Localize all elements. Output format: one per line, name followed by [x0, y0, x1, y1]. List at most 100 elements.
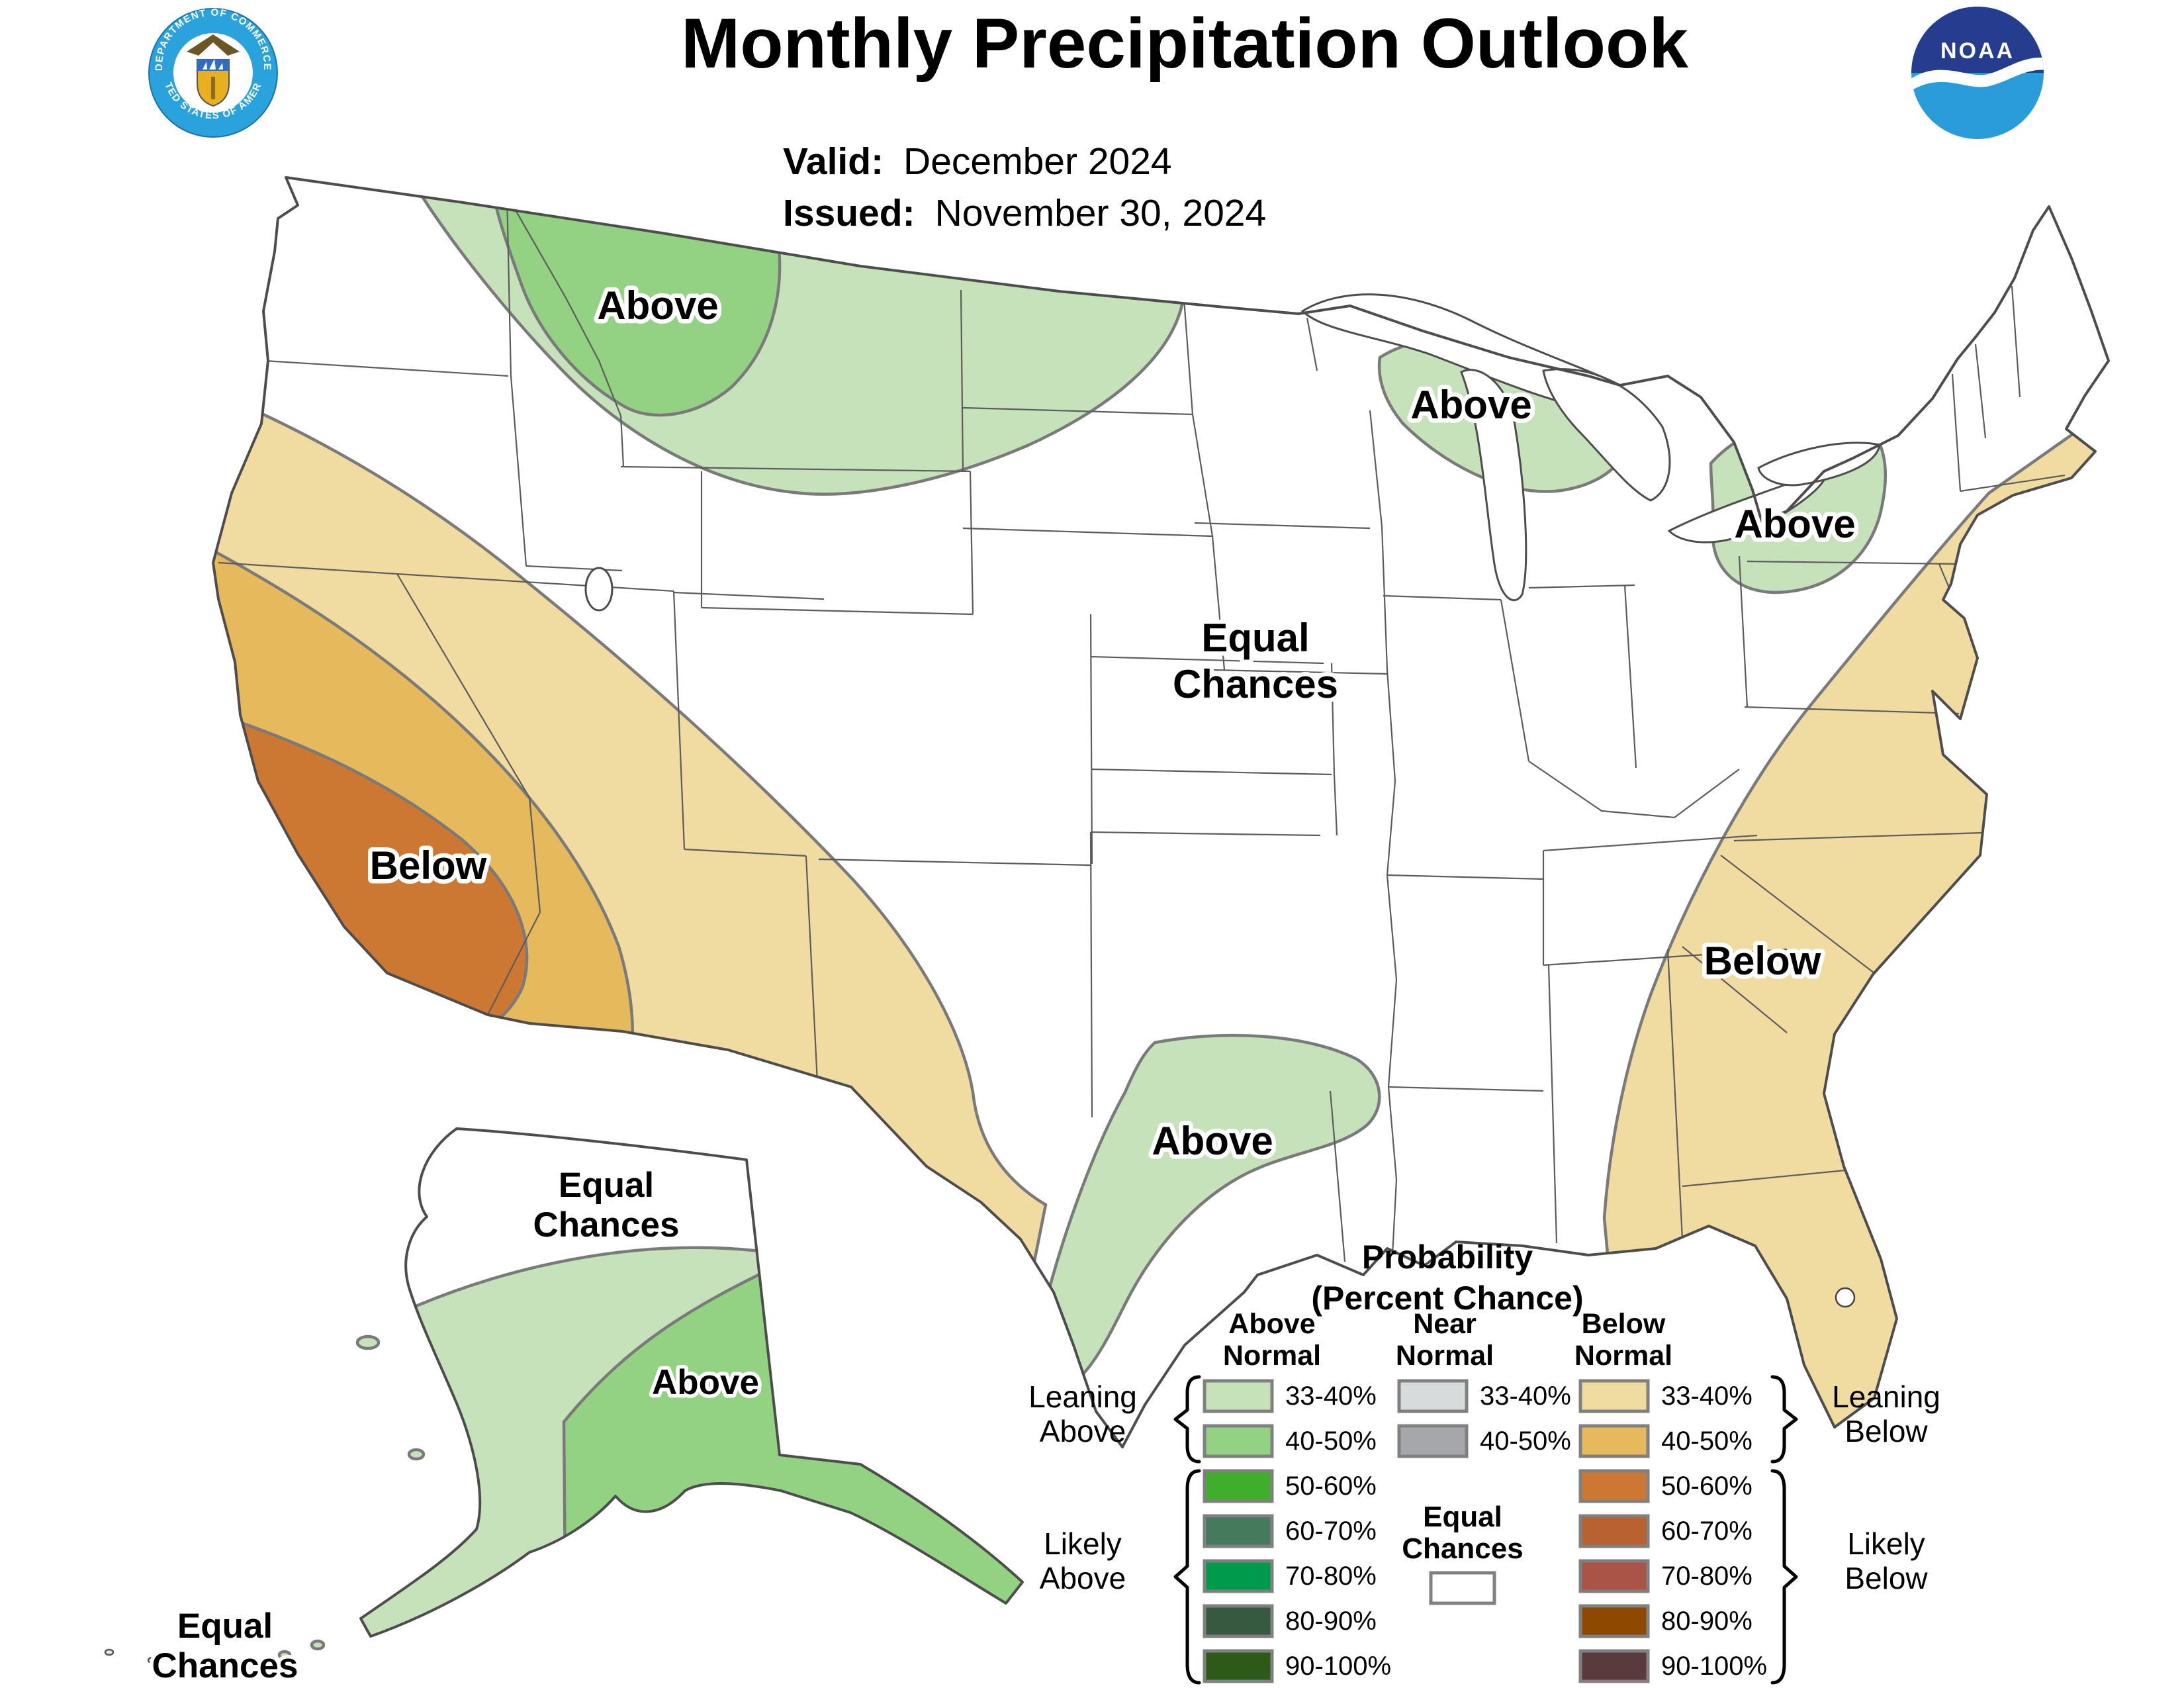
legend-equal-chances-line2: Chances [1402, 1532, 1523, 1565]
aleutian-island-4 [193, 1659, 204, 1667]
swatch-above-50-60 [1203, 1469, 1274, 1503]
aleutian-island-2 [277, 1650, 292, 1660]
legend-likely-below-line1: Likely [1847, 1526, 1925, 1561]
issued-value: November 30, 2024 [935, 192, 1267, 234]
swatch-above-70-80-label: 70-80% [1285, 1562, 1377, 1591]
swatch-near-40-50 [1397, 1424, 1469, 1458]
legend-leaning-above-line2: Above [1040, 1414, 1126, 1448]
label-equal-chances-aleutians-line1: Equal [177, 1607, 273, 1646]
legend-col-near-line2: Normal [1396, 1340, 1494, 1372]
swatch-below-50-60-label: 50-60% [1661, 1472, 1752, 1501]
region-above-northwest-40-50 [491, 190, 782, 417]
swatch-above-70-80 [1203, 1559, 1274, 1593]
lake-okeechobee [1835, 1287, 1856, 1308]
swatch-below-80-90-label: 80-90% [1661, 1607, 1752, 1636]
swatch-near-40-50-label: 40-50% [1480, 1427, 1571, 1456]
great-lakes [1300, 293, 1881, 602]
legend-above-normal-column: 33-40% 40-50% 50-60% 60-70% 70-80% 80-90… [1203, 1379, 1391, 1683]
swatch-below-60-70 [1578, 1514, 1650, 1548]
great-salt-lake [584, 567, 614, 612]
lake-erie [1667, 470, 1827, 543]
brace-likely-above-icon [1173, 1469, 1201, 1685]
doc-seal-lighthouse-icon [211, 77, 215, 99]
swatch-above-80-90-label: 80-90% [1285, 1607, 1377, 1636]
legend-likely-above-line2: Above [1040, 1561, 1126, 1595]
legend-col-near-line1: Near [1413, 1308, 1477, 1340]
swatch-above-90-100-label: 90-100% [1285, 1652, 1391, 1681]
swatch-below-40-50-label: 40-50% [1661, 1427, 1752, 1456]
legend-likely-below-line2: Below [1844, 1561, 1928, 1595]
state-boundaries-east [1194, 285, 2066, 1262]
label-above-new-york: Above [1734, 502, 1855, 546]
swatch-below-33-40-label: 33-40% [1661, 1382, 1752, 1411]
swatch-above-60-70-label: 60-70% [1285, 1517, 1377, 1546]
st-lawrence-island [355, 1335, 381, 1350]
legend-near-normal-column: 33-40% 40-50% Equal Chances [1397, 1379, 1571, 1605]
legend-leaning-above-line1: Leaning [1028, 1380, 1137, 1414]
legend-likely-above-line1: Likely [1044, 1526, 1122, 1561]
region-below-southwest-33-40 [213, 395, 1048, 1274]
aleutian-island-3 [245, 1655, 258, 1665]
legend: Probability (Percent Chance) Above Norma… [1028, 1239, 1940, 1685]
swatch-below-90-100 [1578, 1649, 1650, 1683]
legend-col-below-line2: Normal [1574, 1340, 1672, 1372]
label-equal-chances-aleutians-line2: Chances [152, 1646, 298, 1685]
valid-label: Valid: [783, 140, 884, 183]
state-boundaries-west [218, 193, 1332, 1118]
swatch-above-50-60-label: 50-60% [1285, 1472, 1377, 1501]
noaa-logo-icon: NOAA [1911, 7, 2044, 139]
swatch-below-70-80-label: 70-80% [1661, 1562, 1752, 1591]
label-above-northwest: Above [597, 283, 718, 328]
issued-label: Issued: [783, 192, 915, 234]
label-equal-chances-center-line2: Chances [1173, 662, 1338, 706]
swatch-below-60-70-label: 60-70% [1661, 1517, 1752, 1546]
brace-leaning-above-icon [1173, 1375, 1201, 1464]
department-of-commerce-seal-icon: DEPARTMENT OF COMMERCE UNITED STATES OF … [0, 0, 278, 138]
brace-leaning-below-icon [1770, 1375, 1798, 1464]
label-equal-chances-alaska-line1: Equal [559, 1166, 654, 1205]
aleutian-island-6 [104, 1648, 114, 1656]
valid-value: December 2024 [903, 140, 1172, 183]
noaa-top-dome [1911, 7, 2044, 73]
swatch-near-33-40 [1397, 1379, 1469, 1413]
label-equal-chances-center-line1: Equal [1201, 616, 1309, 660]
label-equal-chances-alaska-line2: Chances [533, 1205, 680, 1244]
swatch-above-40-50 [1203, 1424, 1274, 1458]
lake-ontario [1757, 442, 1881, 487]
swatch-above-80-90 [1203, 1604, 1274, 1638]
swatch-equal-chances [1429, 1571, 1496, 1605]
label-above-alaska: Above [652, 1363, 759, 1402]
aleutian-island-5 [147, 1656, 158, 1664]
legend-below-normal-column: 33-40% 40-50% 50-60% 60-70% 70-80% 80-90… [1578, 1379, 1767, 1683]
label-above-great-lakes: Above [1410, 383, 1531, 427]
aleutian-island-1 [310, 1639, 326, 1651]
region-above-gulf-coast-33-40 [1036, 1033, 1381, 1386]
nunivak-island [407, 1448, 426, 1461]
legend-leaning-below-line1: Leaning [1832, 1380, 1940, 1414]
swatch-below-40-50 [1578, 1424, 1650, 1458]
valid-line: Valid: December 2024 [783, 140, 1172, 183]
swatch-below-90-100-label: 90-100% [1661, 1652, 1767, 1681]
legend-title-line2: (Percent Chance) [1311, 1280, 1583, 1317]
swatch-below-33-40 [1578, 1379, 1650, 1413]
doc-seal-eagle-icon [187, 34, 240, 56]
legend-title-line1: Probability [1362, 1239, 1533, 1276]
lake-michigan [1460, 369, 1527, 602]
swatch-above-33-40-label: 33-40% [1285, 1382, 1377, 1411]
swatch-above-33-40 [1203, 1379, 1274, 1413]
swatch-below-70-80 [1578, 1559, 1650, 1593]
swatch-below-80-90 [1578, 1604, 1650, 1638]
label-below-southeast: Below [1704, 939, 1821, 983]
legend-col-below-line1: Below [1582, 1308, 1666, 1340]
page-title: Monthly Precipitation Outlook [681, 3, 1688, 83]
doc-seal-ship-icon [203, 59, 223, 70]
issued-line: Issued: November 30, 2024 [783, 192, 1266, 234]
label-above-gulf-coast: Above [1152, 1119, 1273, 1163]
legend-col-above-line1: Above [1228, 1308, 1315, 1340]
legend-col-above-line2: Normal [1223, 1340, 1321, 1372]
alaska-islands [104, 1335, 426, 1667]
brace-likely-below-icon [1770, 1469, 1798, 1685]
label-below-southwest: Below [370, 843, 487, 888]
